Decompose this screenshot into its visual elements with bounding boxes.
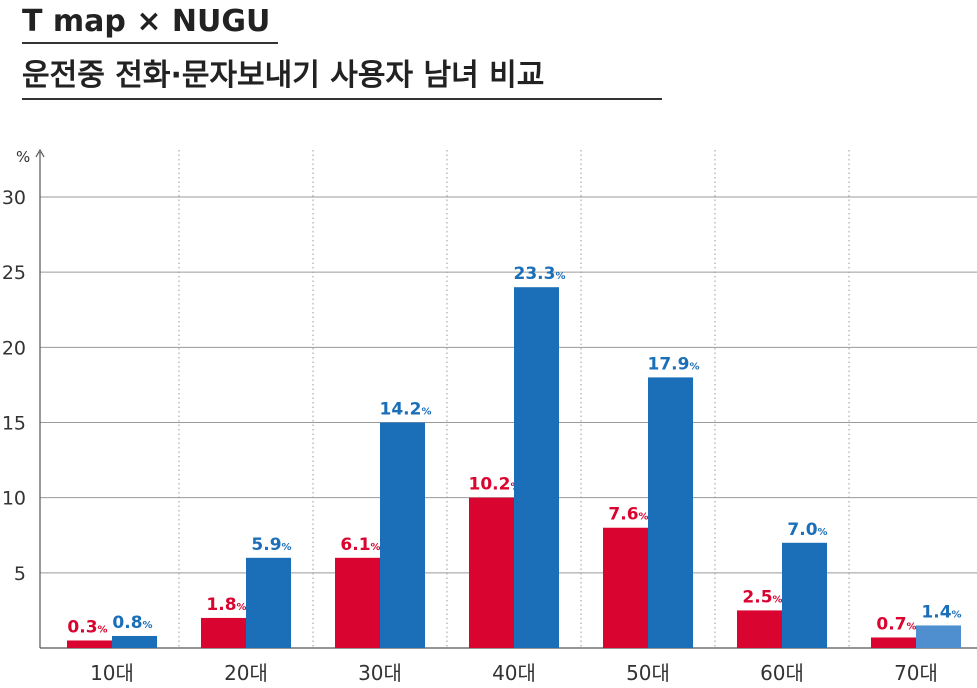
- data-label: 7.0%: [787, 520, 827, 540]
- data-label: 7.6%: [608, 505, 648, 525]
- x-tick-label: 60대: [760, 661, 804, 685]
- bar: [469, 497, 514, 648]
- bar: [737, 610, 782, 648]
- bar: [246, 557, 291, 648]
- bar: [112, 635, 157, 648]
- subtitle-underline: [22, 98, 662, 100]
- data-label: 1.4%: [921, 602, 961, 622]
- x-tick-label: 70대: [894, 661, 938, 685]
- y-tick-label: 20: [2, 337, 26, 359]
- y-axis-arrow: [35, 148, 45, 158]
- data-label: 0.7%: [876, 614, 916, 634]
- y-tick-label: 30: [2, 187, 26, 209]
- bar: [67, 640, 112, 648]
- chart-title: T map × NUGU: [22, 4, 271, 39]
- bar: [782, 542, 827, 648]
- y-axis-label: %: [16, 148, 30, 166]
- data-label: 0.8%: [112, 613, 152, 633]
- data-label: 14.2%: [380, 400, 432, 420]
- x-tick-label: 10대: [90, 661, 134, 685]
- data-label: 6.1%: [340, 535, 380, 555]
- data-label: 17.9%: [648, 354, 700, 374]
- data-label: 23.3%: [514, 264, 566, 284]
- bar: [603, 527, 648, 648]
- data-label: 10.2%: [469, 475, 521, 495]
- chart-subtitle: 운전중 전화·문자보내기 사용자 남녀 비교: [22, 58, 545, 93]
- bar: [871, 637, 916, 648]
- bar: [380, 422, 425, 648]
- x-tick-label: 50대: [626, 661, 670, 685]
- data-label: 2.5%: [742, 587, 782, 607]
- x-tick-label: 20대: [224, 661, 268, 685]
- data-label: 5.9%: [251, 535, 291, 555]
- bar: [514, 287, 559, 648]
- y-tick-label: 25: [2, 262, 26, 284]
- y-tick-label: 10: [2, 488, 26, 510]
- x-tick-label: 30대: [358, 661, 402, 685]
- y-tick-label: 5: [14, 563, 26, 585]
- data-label: 0.3%: [67, 617, 107, 637]
- title-underline: [22, 42, 278, 44]
- y-tick-label: 15: [2, 413, 26, 435]
- bar: [648, 377, 693, 648]
- data-label: 1.8%: [206, 595, 246, 615]
- bar: [201, 617, 246, 648]
- bar: [916, 625, 961, 648]
- x-tick-label: 40대: [492, 661, 536, 685]
- bar: [335, 557, 380, 648]
